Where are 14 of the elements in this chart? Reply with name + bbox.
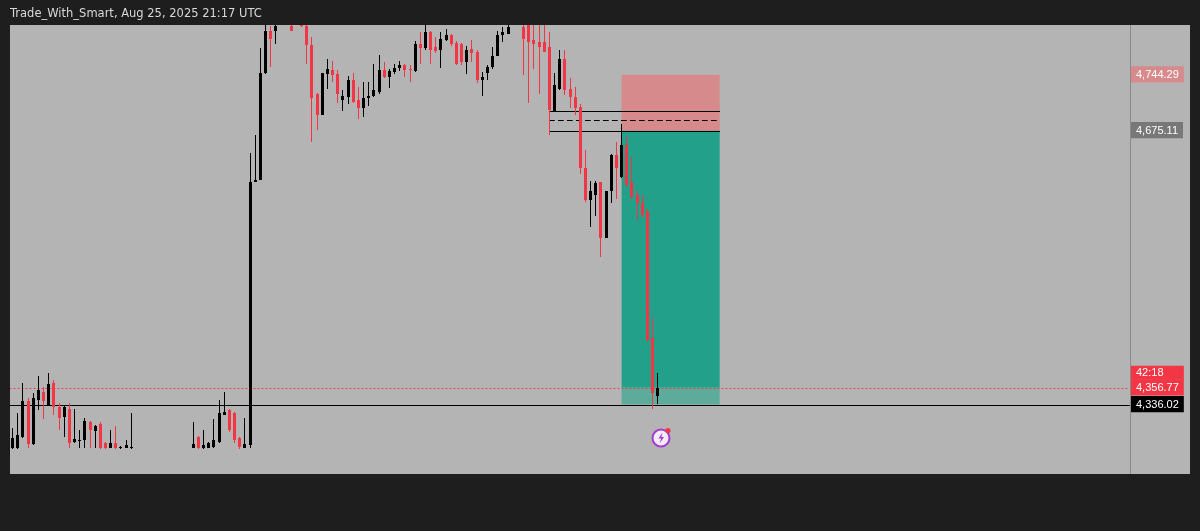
y-tick-label: 4,675.11 (1136, 123, 1179, 136)
candlestick (78, 430, 81, 448)
candlestick (254, 135, 257, 182)
candlestick (538, 25, 541, 94)
candlestick (367, 82, 370, 106)
candlestick (409, 65, 412, 82)
chart-title: Trade_With_Smart, Aug 25, 2025 21:17 UTC (10, 5, 262, 22)
candlestick (130, 413, 133, 449)
y-tick-label: 4,744.29 (1136, 67, 1179, 80)
candlestick (73, 409, 76, 443)
candlestick (532, 25, 535, 69)
text: 42:18 (1136, 366, 1164, 379)
y-tick-label: 4,356.77 (1136, 380, 1179, 393)
y-tick-label: 4,336.02 (1136, 397, 1179, 410)
